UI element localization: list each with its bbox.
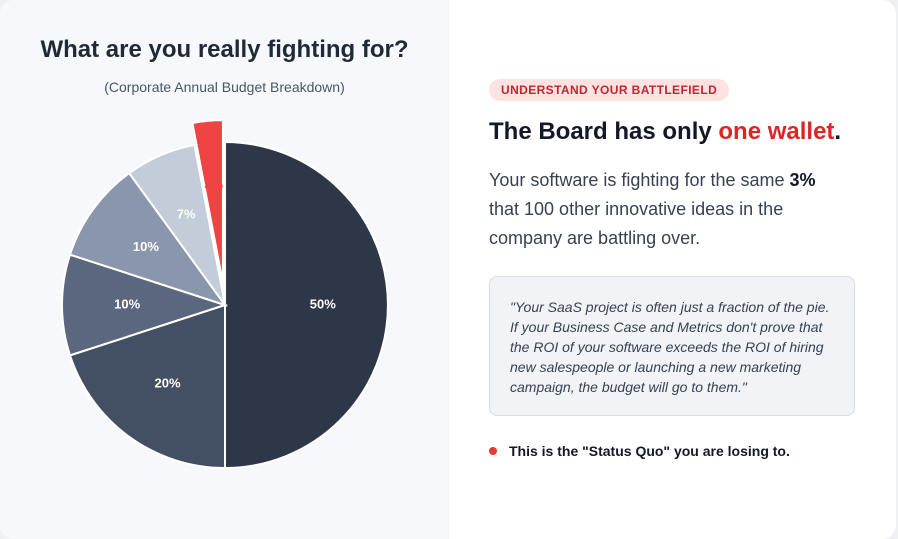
pie-chart: 50% 20% 10% 10% 7% 3%	[61, 119, 389, 470]
status-line: This is the "Status Quo" you are losing …	[489, 443, 790, 459]
pie-slice-3	[68, 171, 228, 307]
chart-subtitle: (Corporate Annual Budget Breakdown)	[104, 79, 345, 95]
body-highlight: 3%	[789, 170, 816, 190]
status-text: This is the "Status Quo" you are losing …	[509, 443, 790, 459]
slice-label-4: 7%	[177, 207, 196, 222]
slice-label-3: 10%	[133, 239, 159, 254]
headline-accent: one wallet	[718, 118, 835, 145]
slice-label-2: 10%	[114, 296, 140, 311]
slice-label-1: 20%	[154, 376, 180, 391]
section-badge: UNDERSTAND YOUR BATTLEFIELD	[489, 79, 730, 101]
pie-slice-5	[191, 119, 224, 284]
body-text: Your software is fighting for the same 3…	[489, 166, 839, 253]
body-prefix: Your software is fighting for the same	[489, 170, 790, 190]
bullet-dot-icon	[489, 447, 497, 455]
chart-panel: What are you really fighting for? (Corpo…	[40, 36, 409, 470]
pie-slice-4	[127, 143, 226, 306]
quote-box: "Your SaaS project is often just a fract…	[489, 276, 855, 416]
headline-suffix: .	[834, 118, 842, 145]
chart-title: What are you really fighting for?	[40, 36, 409, 63]
slice-label-0: 50%	[310, 296, 336, 311]
headline: The Board has only one wallet.	[489, 118, 841, 146]
pie-slice-2	[61, 253, 229, 357]
pie-slice-1	[68, 303, 226, 470]
slice-label-5: 3%	[204, 177, 223, 192]
headline-prefix: The Board has only	[489, 118, 719, 145]
body-suffix: that 100 other innovative ideas in the c…	[489, 199, 784, 248]
pie-slice-0	[224, 140, 389, 470]
